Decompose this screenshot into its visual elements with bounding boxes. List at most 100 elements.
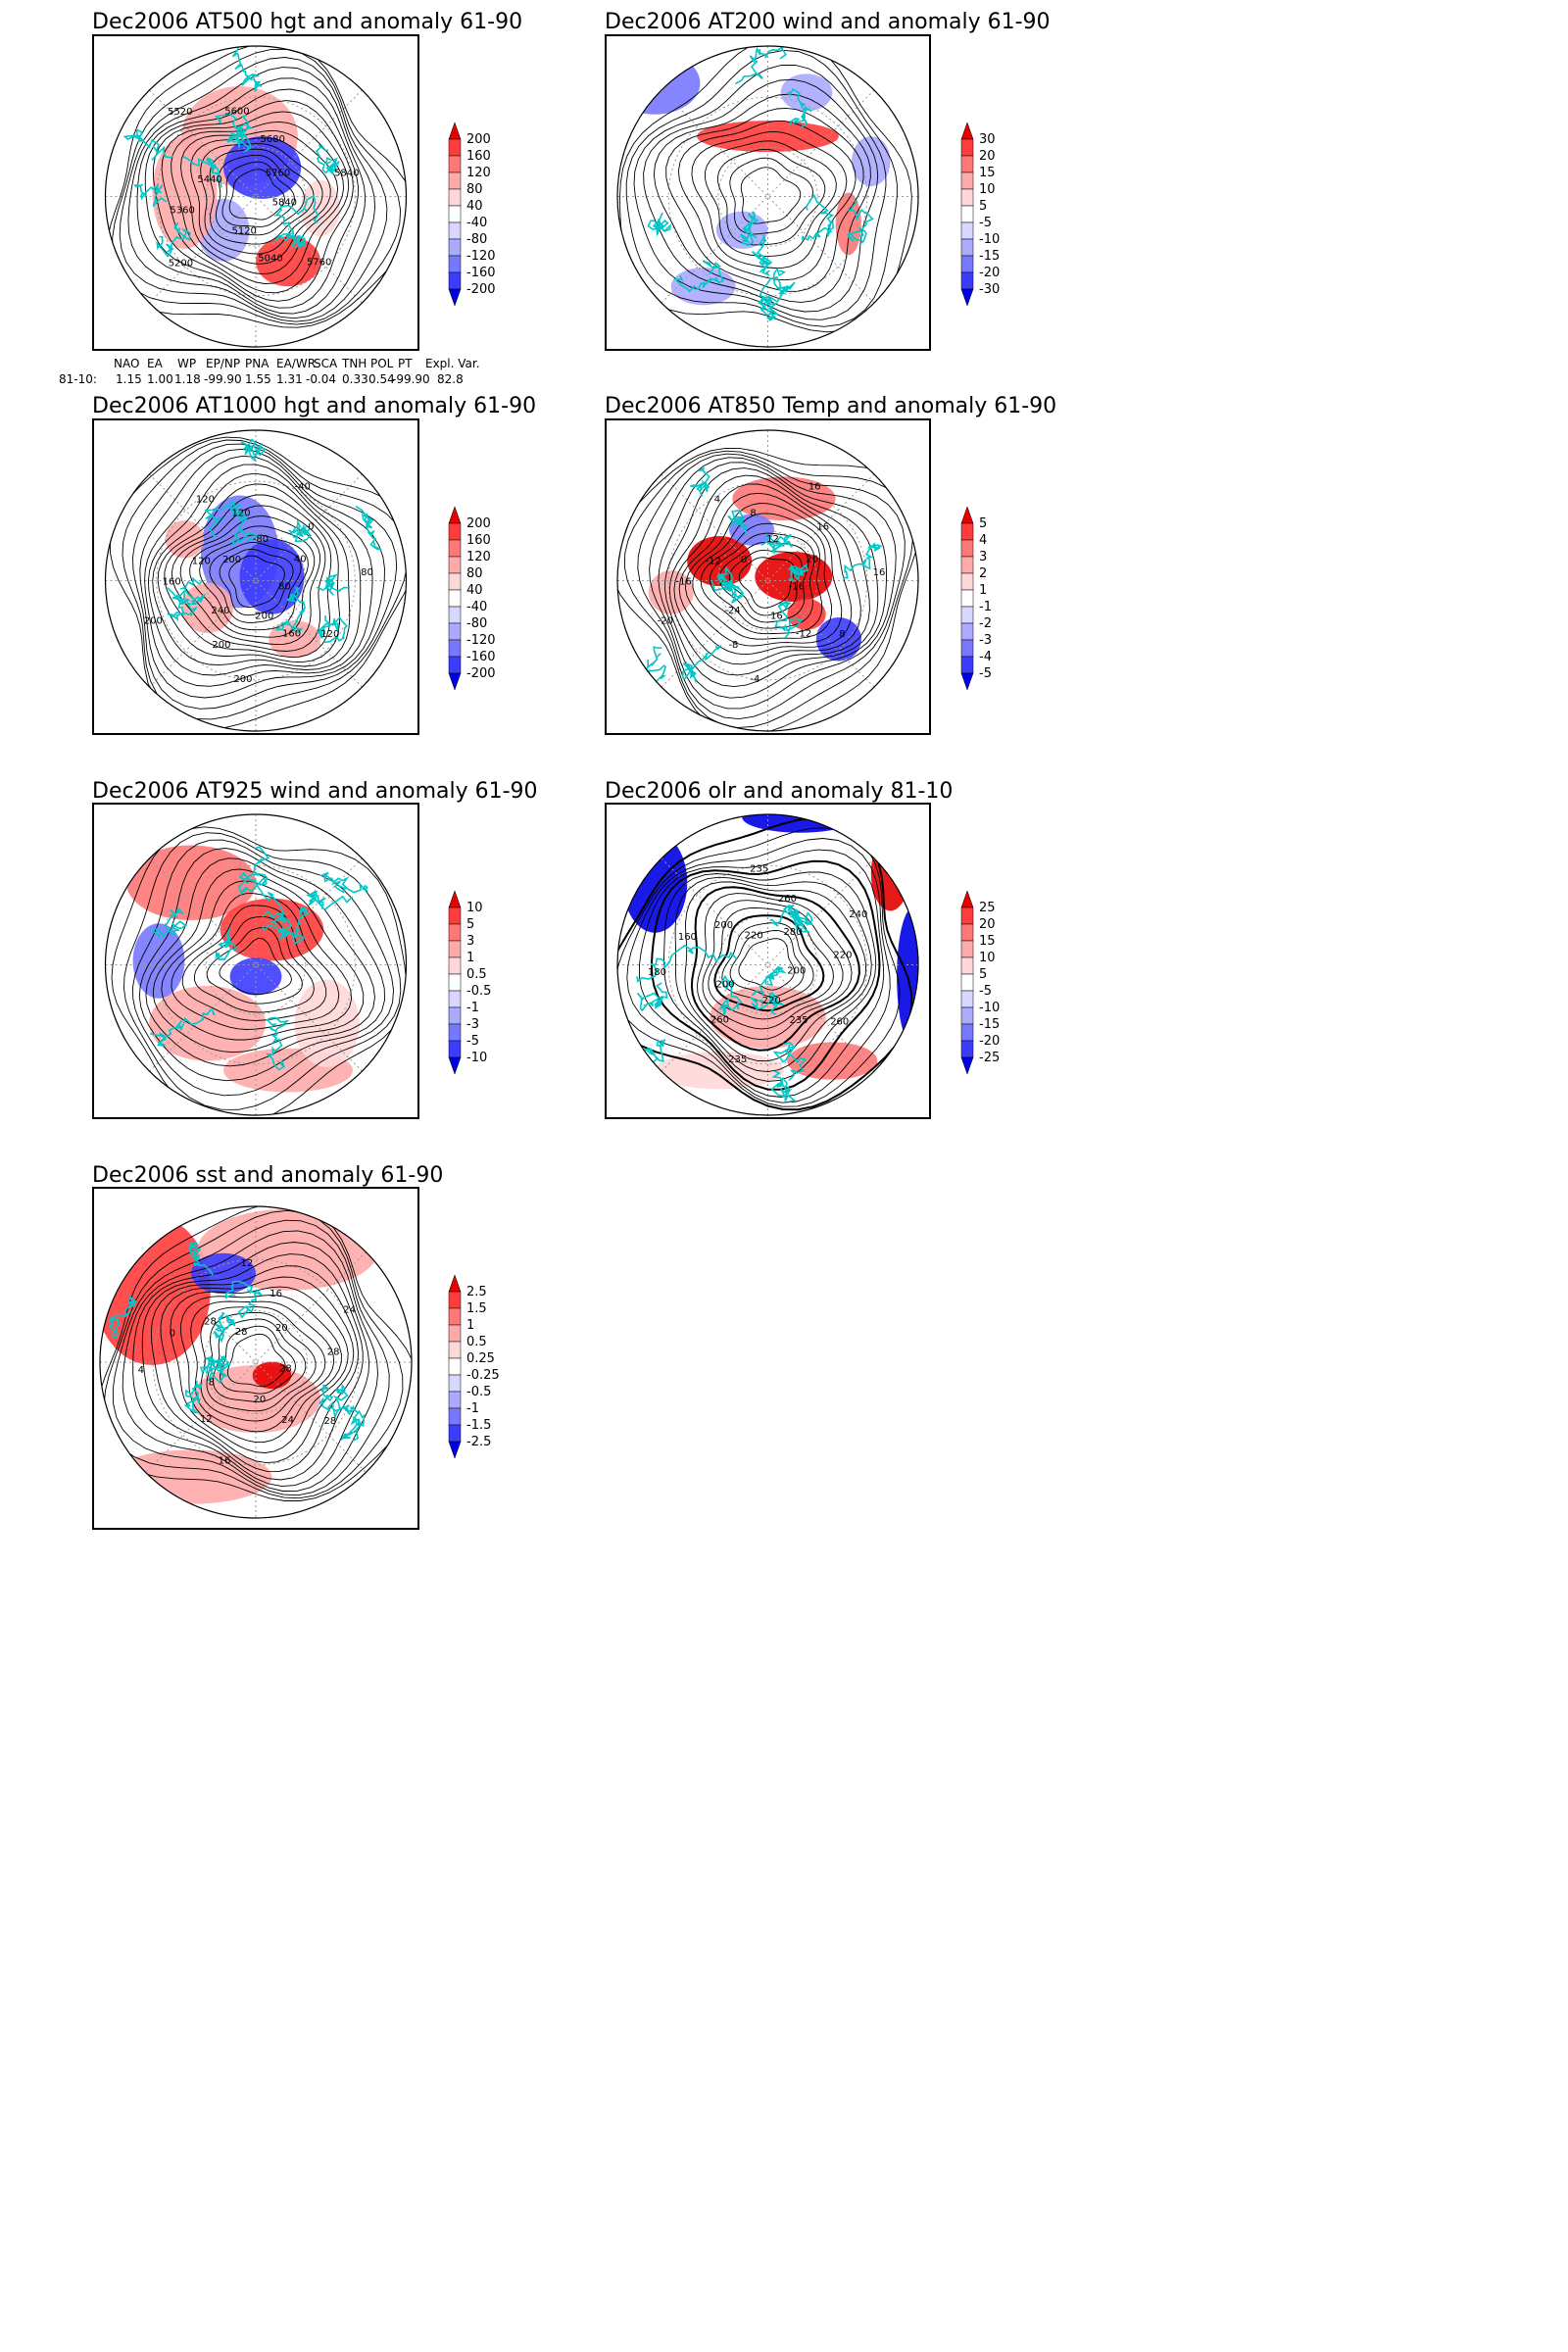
teleconnection-values: 81-10: 1.15 1.00 1.18 -99.90 1.55 1.31 -… (59, 372, 470, 386)
tele-header-eawr: EA/WR (276, 357, 317, 370)
colorbar-segment (448, 990, 462, 1008)
anomaly-area (835, 192, 861, 256)
contour-line (150, 1265, 360, 1473)
contour-line (152, 472, 351, 667)
map-boundary (104, 813, 408, 1116)
contour-line (664, 467, 879, 688)
colorbar-segment (960, 906, 974, 925)
colorbar-label: 5 (979, 967, 987, 982)
coastline (770, 1070, 796, 1103)
contour-label: 16 (770, 611, 783, 621)
colorbar-segment (448, 890, 462, 908)
colorbar-label: 40 (466, 583, 483, 598)
colorbar-label: -120 (466, 633, 496, 648)
colorbar-label: 2 (979, 566, 987, 581)
contour-line (181, 905, 327, 1021)
colorbar-olr: 25 20 15 10 5 -5 -10 -15 -20 -25 (960, 881, 1020, 1088)
coastline (758, 295, 780, 321)
colorbar-segment (960, 172, 974, 190)
contour-line (717, 148, 826, 246)
coastline (681, 645, 722, 684)
colorbar-segment (448, 506, 462, 524)
colorbar-segment (448, 1407, 462, 1426)
coastline (843, 542, 883, 579)
colorbar-label: -10 (979, 1001, 1000, 1015)
contour-label: 260 (830, 1016, 849, 1027)
colorbar-label: -1.5 (466, 1418, 491, 1433)
colorbar-segment (448, 122, 462, 140)
tele-header-epnp: EP/NP (206, 357, 241, 370)
tele-value-pt: -99.90 (392, 372, 430, 386)
contour-label: 40 (294, 554, 307, 564)
map-canvas: 80 120 160 200 200 200 240 200 160 120 200 120 120 -8… (104, 429, 408, 732)
tele-value-nao: 1.15 (116, 372, 142, 386)
colorbar-label: 1.5 (466, 1301, 487, 1316)
colorbar-segment (448, 1357, 462, 1376)
colorbar-segment (960, 923, 974, 942)
coastline (183, 1380, 203, 1414)
contour-label: 28 (327, 1348, 340, 1358)
map-sst: 28 28 24 20 16 12 8 4 0 28 28 12 16 20 24 28 (92, 1187, 419, 1530)
contour-line (665, 107, 864, 292)
colorbar-label: 30 (979, 132, 996, 147)
contour-label: 8 (750, 509, 756, 519)
contour-label: 28 (323, 1416, 336, 1427)
contour-label: -12 (796, 628, 811, 639)
colorbar-label: 160 (466, 149, 491, 164)
colorbar-label: -120 (466, 249, 496, 264)
map-850temp: -16 8 -12 16 -4 -8 -24 -20 -16 -12 0 4 8 12 16 16 20 16 (605, 418, 931, 735)
contour-line (161, 880, 353, 1041)
contour-label: 12 (766, 534, 779, 545)
panel-title: Dec2006 AT925 wind and anomaly 61-90 (92, 779, 538, 804)
colorbar-label: -40 (466, 600, 487, 614)
coastline (636, 982, 668, 1012)
contour-line (157, 483, 340, 663)
coastline (772, 1042, 808, 1082)
colorbar-sst: 2.5 1.5 1 0.5 0.25 -0.25 -0.5 -1 -1.5 -2.5 (448, 1265, 508, 1472)
colorbar-segment (960, 956, 974, 975)
colorbar-850temp: 5 4 3 2 1 -1 -2 -3 -4 -5 (960, 497, 1020, 704)
colorbar-canvas: 5 4 3 2 1 -1 -2 -3 -4 -5 (960, 506, 992, 691)
contour-label: 5840 (272, 198, 297, 209)
colorbar-label: -20 (979, 266, 1000, 280)
colorbar-label: 200 (466, 132, 491, 147)
colorbar-segment (448, 1006, 462, 1025)
contour-line (103, 1209, 404, 1499)
coastline (215, 927, 237, 961)
contour-line (626, 838, 891, 1103)
coastline (150, 1008, 216, 1047)
colorbar-segment (960, 506, 974, 524)
panel-title: Dec2006 sst and anomaly 61-90 (92, 1163, 444, 1188)
colorbar-segment (448, 940, 462, 958)
contour-label: -40 (295, 482, 311, 493)
colorbar-label: -160 (466, 266, 496, 280)
contour-line (138, 848, 385, 1082)
coastline (274, 586, 306, 634)
contour-line (206, 927, 303, 1004)
colorbar-segment (960, 539, 974, 558)
colorbar-label: -0.5 (466, 984, 491, 999)
contour-label: -8 (728, 640, 738, 651)
contour-label: 24 (343, 1305, 356, 1316)
contour-line (226, 1333, 286, 1388)
contour-label: 24 (281, 1415, 294, 1426)
contour-label: 5360 (170, 206, 194, 217)
colorbar-label: 1 (466, 951, 474, 965)
contour-line (684, 881, 867, 1062)
colorbar-segment (960, 188, 974, 207)
colorbar-canvas: 2.5 1.5 1 0.5 0.25 -0.25 -0.5 -1 -1.5 -2.5 (448, 1274, 500, 1459)
contour-line (668, 474, 870, 676)
contour-line (649, 457, 897, 710)
contour-label: 260 (710, 1015, 729, 1026)
anomaly-area (715, 211, 768, 249)
latitude-circle (667, 96, 868, 297)
meridian (149, 89, 363, 304)
contour-line (199, 534, 309, 631)
contour-label: 235 (789, 1015, 808, 1026)
colorbar-label: 20 (979, 149, 996, 164)
tele-header-ea: EA (147, 357, 163, 370)
contour-label: 5680 (261, 134, 285, 145)
contour-line (160, 1276, 355, 1464)
colorbar-segment (960, 288, 974, 307)
contour-label: 12 (200, 1414, 213, 1425)
